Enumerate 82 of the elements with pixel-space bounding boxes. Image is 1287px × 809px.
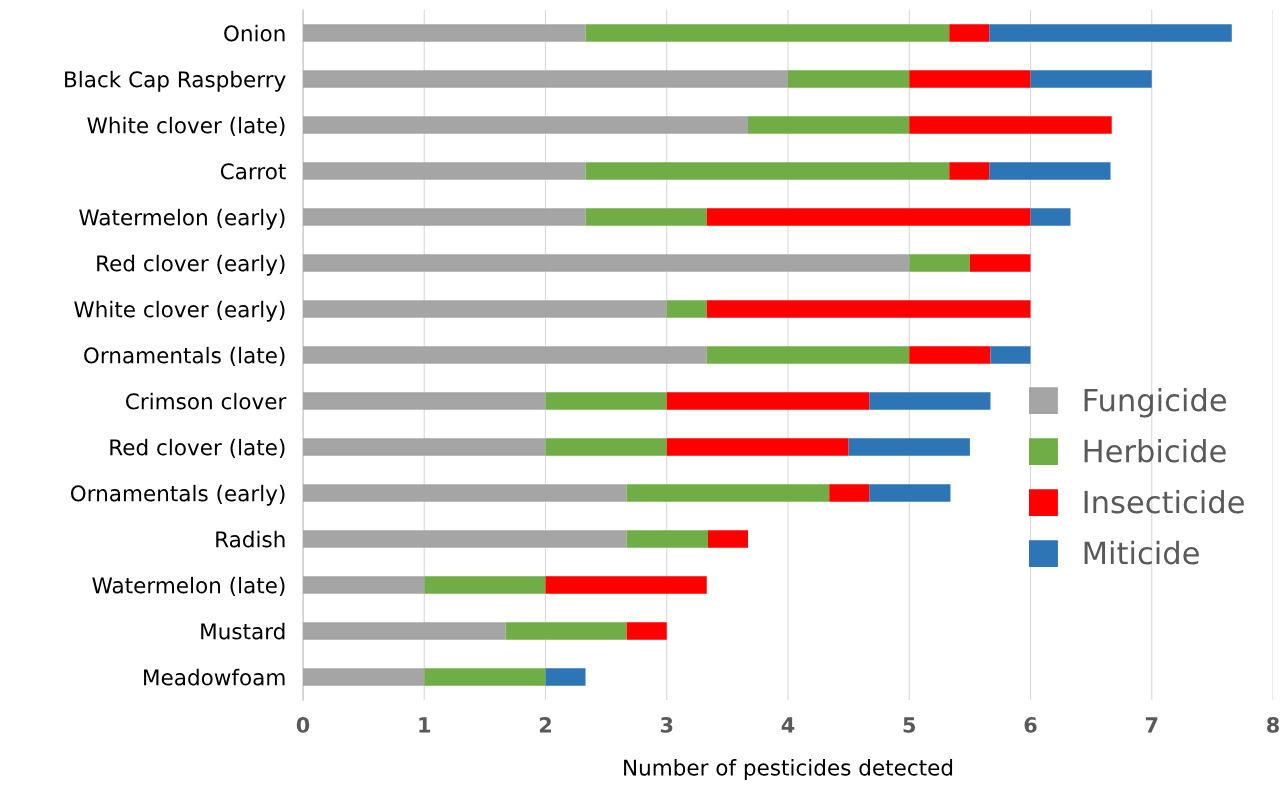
bar <box>626 622 667 640</box>
bar <box>707 530 748 548</box>
bar <box>303 24 586 42</box>
bar <box>666 392 870 410</box>
y-tick-label: Ornamentals (late) <box>84 346 285 367</box>
legend-label: Miticide <box>1084 540 1199 565</box>
bar <box>626 484 830 502</box>
bar <box>424 668 546 686</box>
bar <box>303 300 667 318</box>
bar <box>949 162 990 180</box>
y-tick-label: Carrot <box>220 163 286 180</box>
y-tick-label: Red clover (early) <box>97 254 285 276</box>
bar <box>585 208 707 226</box>
y-tick-label: White clover (early) <box>74 300 285 322</box>
bar <box>706 208 1031 226</box>
x-tick-label: 1 <box>419 717 431 733</box>
bar <box>666 438 849 456</box>
bar <box>545 392 667 410</box>
bar <box>303 622 506 640</box>
y-tick-label: Watermelon (early) <box>79 208 285 230</box>
bar <box>990 346 1031 364</box>
bar <box>909 346 991 364</box>
bar <box>706 300 1031 318</box>
y-tick-label: White clover (late) <box>87 116 285 137</box>
y-tick-label: Crimson clover <box>126 392 287 410</box>
x-tick-label: 8 <box>1267 717 1279 733</box>
y-tick-label: Watermelon (late) <box>92 576 285 597</box>
y-tick-label: Mustard <box>201 622 285 640</box>
y-tick-label: Black Cap Raspberry <box>65 70 286 92</box>
bar <box>747 116 910 134</box>
bar <box>1030 70 1152 88</box>
y-tick-label: Onion <box>224 24 285 42</box>
x-tick-label: 3 <box>660 717 673 733</box>
bar <box>303 576 425 594</box>
legend-label: Fungicide <box>1084 387 1227 418</box>
y-tick-label: Ornamentals (early) <box>70 484 285 506</box>
bar <box>989 162 1111 180</box>
y-tick-label: Meadowfoam <box>144 668 285 686</box>
bar <box>545 576 707 594</box>
bar <box>545 438 667 456</box>
bar <box>424 576 546 594</box>
y-tick-label: Red clover (late) <box>110 438 285 459</box>
bar <box>909 116 1112 134</box>
bar <box>585 24 950 42</box>
bar <box>303 162 586 180</box>
bar <box>303 346 707 364</box>
bar <box>303 116 748 134</box>
legend-label: Herbicide <box>1084 438 1226 463</box>
bar <box>303 70 788 88</box>
bar <box>706 346 910 364</box>
bar <box>1030 208 1071 226</box>
bar <box>909 70 1031 88</box>
x-tick-label: 4 <box>781 717 795 733</box>
bar <box>788 70 910 88</box>
bar <box>909 254 970 272</box>
x-tick-label: 2 <box>539 717 551 733</box>
bar <box>869 392 991 410</box>
bar <box>303 668 425 686</box>
x-tick-label: 0 <box>296 717 310 733</box>
y-tick-label: Radish <box>216 530 285 548</box>
bar <box>303 254 910 272</box>
bar <box>303 438 546 456</box>
bar <box>303 484 627 502</box>
bar <box>829 484 870 502</box>
bar <box>666 300 707 318</box>
bar <box>969 254 1031 272</box>
bar <box>949 24 990 42</box>
bar <box>505 622 627 640</box>
bar <box>585 162 950 180</box>
bar <box>848 438 970 456</box>
x-tick-label: 6 <box>1024 717 1037 733</box>
bar <box>303 530 627 548</box>
bar <box>869 484 951 502</box>
x-axis-title: Number of pesticides detected <box>624 759 953 780</box>
x-tick-label: 7 <box>1145 717 1158 733</box>
bar <box>303 392 546 410</box>
bar <box>989 24 1232 42</box>
bar <box>545 668 586 686</box>
bar <box>626 530 708 548</box>
x-tick-label: 5 <box>903 717 916 733</box>
legend-label: Insecticide <box>1084 489 1244 514</box>
bar <box>303 208 586 226</box>
